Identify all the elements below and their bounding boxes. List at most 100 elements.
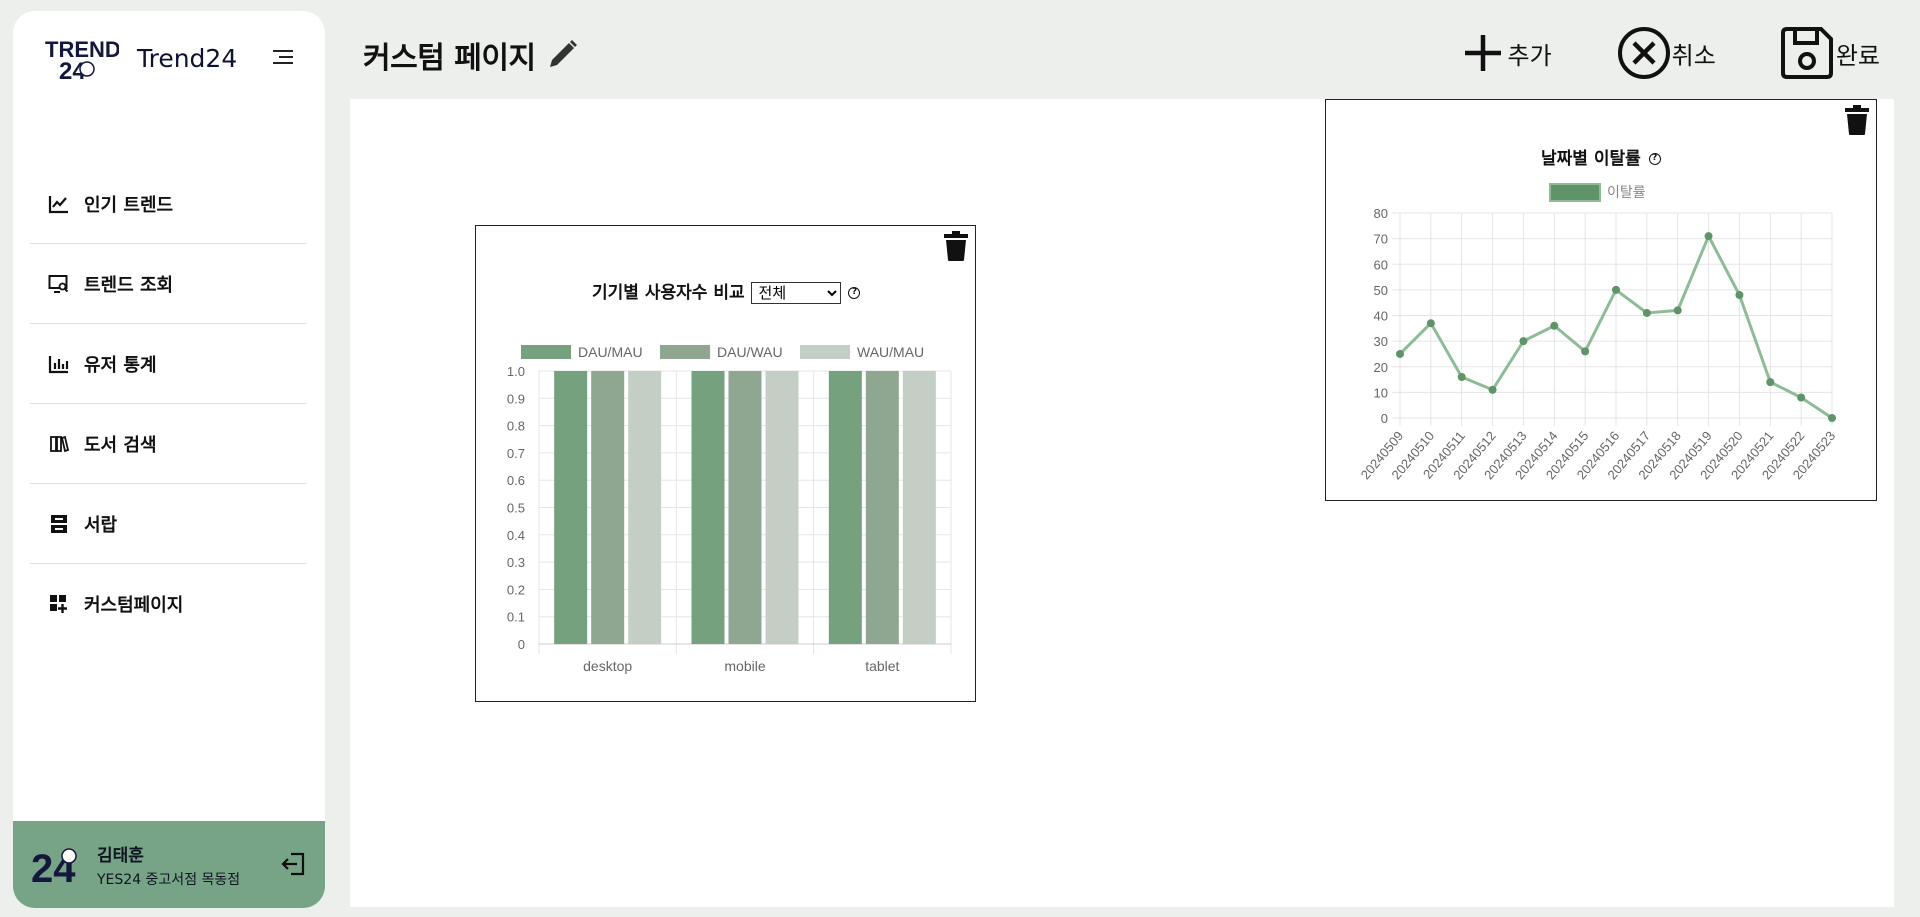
done-button[interactable]: 완료 xyxy=(1778,24,1880,82)
data-point xyxy=(1642,308,1651,317)
sidebar-item-drawer[interactable]: 서랍 xyxy=(30,484,307,564)
x-tick-label: desktop xyxy=(583,658,632,674)
user-profile: 24 김태훈 YES24 중고서점 목동점 xyxy=(13,821,325,908)
y-tick-label: 0.4 xyxy=(507,528,525,543)
legend-swatch xyxy=(521,345,571,359)
data-point xyxy=(1828,414,1836,422)
legend-label: DAU/MAU xyxy=(578,344,643,360)
trash-icon[interactable] xyxy=(1844,104,1870,136)
trash-icon[interactable] xyxy=(943,230,969,262)
y-tick-label: 30 xyxy=(1374,334,1388,349)
add-button-label: 추가 xyxy=(1507,41,1552,70)
logout-icon[interactable] xyxy=(279,850,307,878)
bar xyxy=(591,371,625,644)
y-tick-label: 0.2 xyxy=(507,582,525,597)
monitor-search-icon xyxy=(48,273,70,295)
data-point xyxy=(1735,291,1744,299)
sidebar-item-trend-search[interactable]: 트렌드 조회 xyxy=(30,244,307,324)
sidebar-item-label: 커스텀페이지 xyxy=(84,595,184,616)
bar xyxy=(628,371,662,644)
data-point xyxy=(1426,319,1435,328)
sidebar-item-label: 인기 트렌드 xyxy=(84,194,174,216)
cancel-circle-icon xyxy=(1617,27,1670,79)
data-point xyxy=(1797,393,1806,402)
page-title: 커스텀 페이지 xyxy=(363,33,582,77)
sidebar-item-book-search[interactable]: 도서 검색 xyxy=(30,404,307,484)
data-point xyxy=(1612,285,1620,294)
bar-stats-icon xyxy=(48,353,70,375)
brand-name: Trend24 xyxy=(137,43,238,73)
bar xyxy=(865,371,899,644)
pencil-icon[interactable] xyxy=(542,35,582,75)
custom-canvas: 기기별 사용자수 비교 전체 ? DAU/MAU DAU/WAU WAU/MAU 0 0… xyxy=(350,99,1894,907)
svg-text:TREND: TREND xyxy=(45,37,119,62)
data-point xyxy=(1673,306,1682,315)
y-tick-label: 0.1 xyxy=(507,610,525,625)
page-title-text: 커스텀 페이지 xyxy=(363,41,536,76)
x-tick-label: tablet xyxy=(865,658,899,674)
user-name: 김태훈 xyxy=(97,845,144,866)
header-actions: 추가 취소 완료 xyxy=(1459,24,1880,82)
y-tick-label: 80 xyxy=(1374,206,1388,221)
legend-label: DAU/WAU xyxy=(717,344,783,360)
books-icon xyxy=(48,433,70,455)
add-button[interactable]: 추가 xyxy=(1459,29,1552,77)
widget-title: 기기별 사용자수 비교 전체 ? xyxy=(592,278,861,304)
data-point xyxy=(1519,337,1528,346)
done-button-label: 완료 xyxy=(1835,41,1880,70)
bar xyxy=(554,371,588,644)
y-tick-label: 0.8 xyxy=(507,419,525,434)
bar xyxy=(902,371,936,644)
y-tick-label: 0.3 xyxy=(507,555,525,570)
user-avatar: 24 xyxy=(31,847,77,888)
data-point xyxy=(1766,378,1775,387)
data-point xyxy=(1550,321,1559,330)
brand[interactable]: TREND 24 Trend24 xyxy=(43,33,303,83)
y-tick-label: 0.7 xyxy=(507,446,525,461)
bar xyxy=(828,371,862,644)
user-shop: YES24 중고서점 목동점 xyxy=(97,871,241,888)
sidebar-item-custom-page[interactable]: 커스텀페이지 xyxy=(30,564,307,644)
y-tick-label: 1.0 xyxy=(507,364,525,379)
sidebar-nav: 인기 트렌드 트렌드 조회 유저 통계 도서 검색 서랍 xyxy=(30,164,307,644)
y-tick-label: 0.5 xyxy=(507,501,525,516)
legend-swatch xyxy=(660,345,710,359)
y-tick-label: 0 xyxy=(1381,411,1388,426)
legend-swatch xyxy=(800,345,850,359)
device-bar-chart: DAU/MAU DAU/WAU WAU/MAU 0 0.1 0.2 0.3 0.4 0.5 0.6… xyxy=(507,344,952,674)
y-tick-label: 40 xyxy=(1374,309,1388,324)
help-icon[interactable]: ? xyxy=(848,287,861,299)
bar xyxy=(691,371,725,644)
trend24-logo: TREND 24 xyxy=(45,37,119,81)
widget-title-text: 기기별 사용자수 비교 xyxy=(592,283,745,303)
data-point xyxy=(1488,385,1497,394)
svg-text:24: 24 xyxy=(59,58,86,81)
legend-swatch xyxy=(1549,183,1601,202)
data-point xyxy=(1457,373,1466,381)
y-tick-label: 0.9 xyxy=(507,391,525,406)
device-users-widget[interactable]: 기기별 사용자수 비교 전체 ? DAU/MAU DAU/WAU WAU/MAU 0 0… xyxy=(475,225,976,702)
sidebar: TREND 24 Trend24 인기 트렌드 트렌드 조회 유저 통계 xyxy=(13,11,325,908)
y-tick-label: 60 xyxy=(1374,257,1388,272)
dashboard-add-icon xyxy=(48,593,70,615)
plus-icon xyxy=(1465,35,1502,71)
trend-chart-icon xyxy=(48,193,70,215)
sidebar-item-label: 서랍 xyxy=(84,514,118,536)
sidebar-item-popular-trend[interactable]: 인기 트렌드 xyxy=(30,164,307,244)
y-tick-label: 0 xyxy=(518,637,525,652)
y-tick-label: 10 xyxy=(1374,385,1388,400)
cancel-button[interactable]: 취소 xyxy=(1616,25,1716,81)
sidebar-item-label: 트렌드 조회 xyxy=(84,274,174,296)
legend-label: WAU/MAU xyxy=(857,344,924,360)
device-filter-select[interactable]: 전체 xyxy=(750,282,841,304)
churn-line-chart: 이탈률0102030405060708020240509202405102024… xyxy=(1358,183,1838,482)
data-point xyxy=(1581,347,1590,356)
data-point xyxy=(1396,349,1404,358)
sidebar-item-user-stats[interactable]: 유저 통계 xyxy=(30,324,307,404)
menu-toggle-button[interactable] xyxy=(273,50,295,68)
help-icon[interactable]: ? xyxy=(1648,153,1661,165)
x-tick-label: mobile xyxy=(724,658,765,674)
save-icon xyxy=(1780,27,1833,79)
y-tick-label: 50 xyxy=(1374,283,1388,298)
churn-rate-widget[interactable]: 날짜별 이탈률 ? 이탈률 0 10 20 30 40 50 60 70 80 20240509 20… xyxy=(1325,99,1877,501)
